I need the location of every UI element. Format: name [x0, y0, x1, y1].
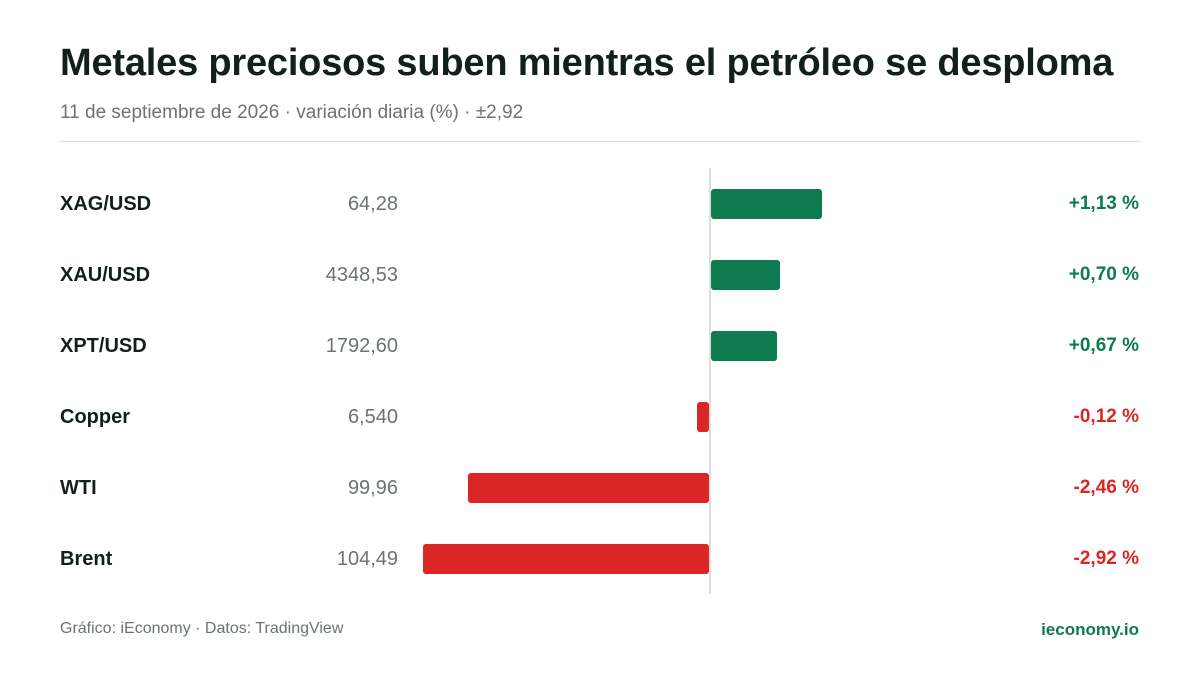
category-label: XPT/USD [60, 335, 147, 357]
category-label: Copper [60, 406, 130, 428]
change-label: -2,46 % [1073, 477, 1139, 498]
chart-row-xau-usd: XAU/USD 4348,53 +0,70 % [0, 250, 1200, 300]
category-label: XAG/USD [60, 193, 152, 215]
price-value: 6,540 [347, 406, 398, 428]
chart-subtitle: 11 de septiembre de 2026 · variación dia… [60, 102, 524, 123]
change-label: -2,92 % [1073, 548, 1139, 569]
header-divider [60, 141, 1140, 142]
bar-brent [423, 544, 709, 574]
chart-row-xpt-usd: XPT/USD 1792,60 +0,67 % [0, 321, 1200, 371]
bar-wti [468, 473, 709, 503]
price-value: 104,49 [336, 548, 398, 570]
change-label: +0,70 % [1068, 264, 1139, 285]
footer-site-link[interactable]: ieconomy.io [1041, 620, 1139, 639]
chart-title: Metales preciosos suben mientras el petr… [60, 42, 1114, 84]
price-value: 1792,60 [325, 335, 398, 357]
footer-credit: Gráfico: iEconomy · Datos: TradingView [60, 620, 344, 637]
chart-row-wti: WTI 99,96 -2,46 % [0, 463, 1200, 513]
price-value: 4348,53 [325, 264, 398, 286]
bar-xau-usd [711, 260, 780, 290]
category-label: WTI [60, 477, 97, 499]
chart-row-copper: Copper 6,540 -0,12 % [0, 392, 1200, 442]
change-label: +0,67 % [1068, 335, 1139, 356]
change-label: -0,12 % [1073, 406, 1139, 427]
change-label: +1,13 % [1068, 193, 1139, 214]
category-label: XAU/USD [60, 264, 151, 286]
chart-row-brent: Brent 104,49 -2,92 % [0, 534, 1200, 584]
bar-xpt-usd [711, 331, 777, 361]
price-value: 64,28 [347, 193, 398, 215]
bar-copper [697, 402, 709, 432]
price-value: 99,96 [347, 477, 398, 499]
zero-axis-line [709, 168, 711, 594]
category-label: Brent [60, 548, 113, 570]
chart-row-xag-usd: XAG/USD 64,28 +1,13 % [0, 179, 1200, 229]
bar-xag-usd [711, 189, 822, 219]
